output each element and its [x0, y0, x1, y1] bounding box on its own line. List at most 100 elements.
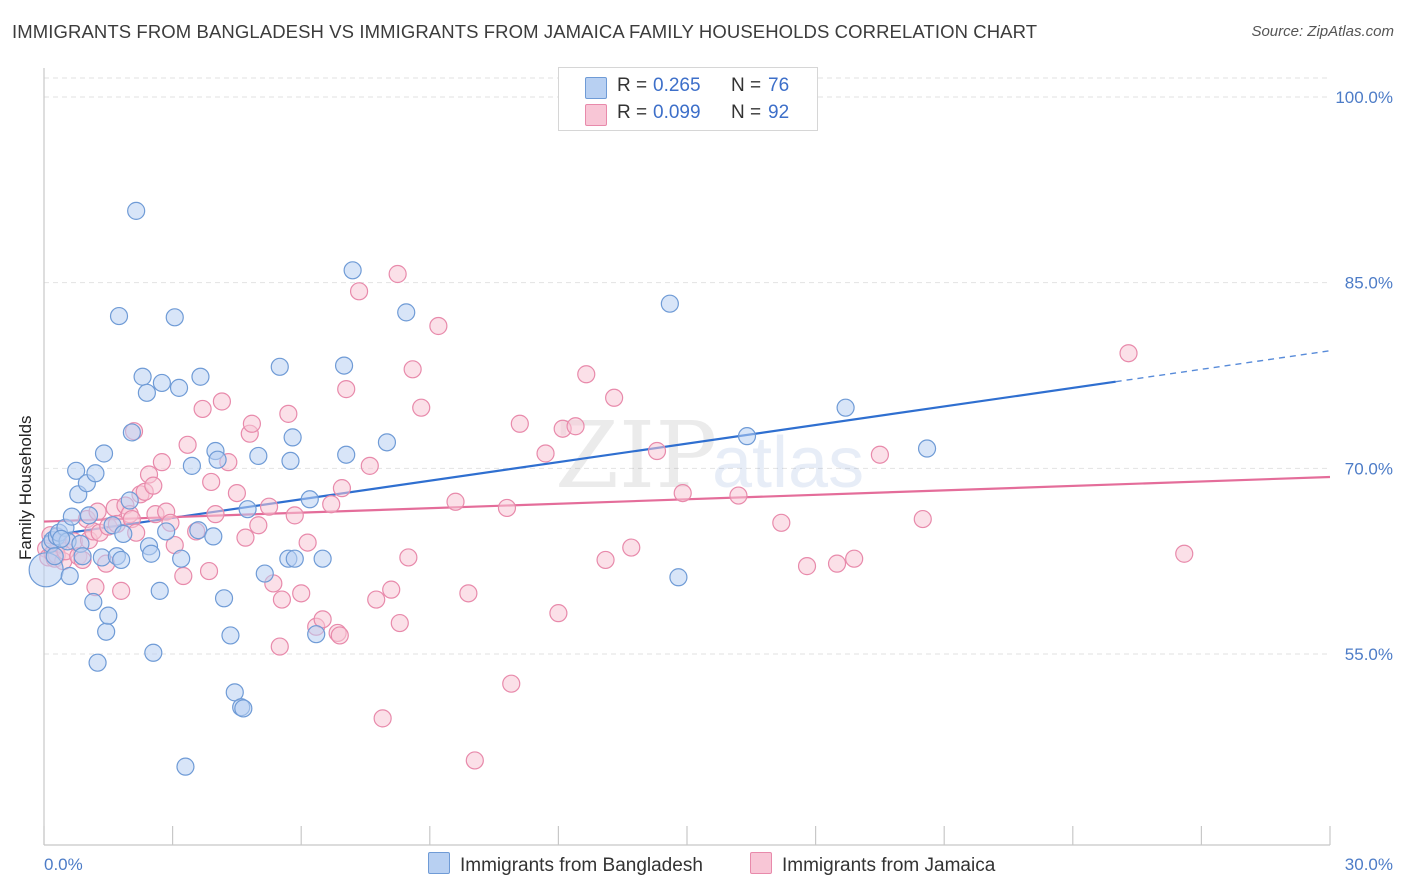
- point-jamaica: [360, 456, 379, 475]
- point-jamaica: [337, 380, 356, 399]
- point-jamaica: [390, 613, 409, 633]
- point-jamaica: [549, 604, 568, 623]
- point-bangladesh: [238, 500, 257, 519]
- point-bangladesh: [92, 548, 111, 567]
- series-name-jamaica: Immigrants from Jamaica: [782, 855, 996, 876]
- point-bangladesh: [99, 606, 118, 625]
- y-tick-label: 85.0%: [1345, 274, 1393, 293]
- legend-n-label: N =: [731, 75, 762, 96]
- point-bangladesh: [67, 461, 86, 480]
- point-jamaica: [1119, 344, 1138, 363]
- gridlines: [44, 77, 1330, 655]
- chart-title: IMMIGRANTS FROM BANGLADESH VS IMMIGRANTS…: [12, 21, 1038, 42]
- legend-r-value: 0.099: [653, 102, 701, 123]
- point-bangladesh: [737, 427, 757, 446]
- point-bangladesh: [120, 491, 139, 510]
- point-bangladesh: [182, 456, 201, 475]
- point-bangladesh: [660, 294, 679, 313]
- point-jamaica: [292, 584, 311, 603]
- point-jamaica: [152, 453, 171, 472]
- point-jamaica: [446, 492, 465, 511]
- legend-r-label: R =: [617, 75, 648, 96]
- point-bangladesh: [397, 303, 416, 322]
- point-bangladesh: [172, 549, 191, 568]
- point-bangladesh: [285, 549, 304, 568]
- point-jamaica: [212, 392, 231, 411]
- point-jamaica: [202, 472, 221, 492]
- point-jamaica: [729, 486, 748, 505]
- point-bangladesh: [208, 450, 227, 469]
- series-legend-jamaica[interactable]: Immigrants from Jamaica: [750, 852, 995, 877]
- point-jamaica: [373, 709, 392, 728]
- point-bangladesh: [122, 423, 141, 442]
- legend-r-value: 0.265: [653, 75, 701, 96]
- point-jamaica: [566, 417, 585, 436]
- point-jamaica: [332, 479, 352, 498]
- point-bangladesh: [88, 653, 107, 672]
- point-bangladesh: [281, 451, 300, 471]
- point-bangladesh: [86, 464, 105, 483]
- point-jamaica: [285, 506, 304, 525]
- axes: [43, 68, 1331, 846]
- point-jamaica: [605, 388, 624, 407]
- legend-swatch-blue: [585, 77, 607, 99]
- point-jamaica: [270, 637, 289, 656]
- point-jamaica: [199, 561, 219, 581]
- y-tick-label: 55.0%: [1345, 645, 1393, 664]
- point-bangladesh: [255, 564, 274, 583]
- point-jamaica: [206, 505, 225, 524]
- point-jamaica: [827, 554, 847, 573]
- point-bangladesh: [62, 507, 81, 526]
- point-bangladesh: [249, 446, 268, 466]
- point-bangladesh: [313, 549, 332, 568]
- point-bangladesh: [94, 444, 114, 463]
- point-jamaica: [596, 550, 615, 570]
- point-jamaica: [510, 414, 529, 433]
- point-bangladesh: [337, 445, 356, 464]
- point-bangladesh: [283, 428, 302, 447]
- legend-swatch-pink: [585, 104, 607, 126]
- point-bangladesh: [836, 398, 855, 417]
- legend-r-label: R =: [617, 102, 648, 123]
- point-jamaica: [227, 483, 246, 503]
- correlation-legend: R = 0.265 N = 76 R = 0.099 N = 92: [558, 67, 818, 131]
- point-jamaica: [193, 399, 212, 419]
- point-jamaica: [647, 441, 667, 461]
- point-bangladesh: [191, 367, 210, 386]
- point-bangladesh: [176, 757, 195, 776]
- point-jamaica: [86, 578, 105, 597]
- point-jamaica: [112, 581, 131, 600]
- point-bangladesh: [169, 378, 189, 397]
- point-jamaica: [845, 549, 864, 568]
- point-jamaica: [382, 580, 401, 599]
- point-jamaica: [459, 584, 478, 603]
- point-jamaica: [322, 495, 341, 514]
- point-jamaica: [399, 548, 418, 567]
- point-jamaica: [367, 590, 386, 609]
- point-bangladesh: [669, 568, 688, 587]
- point-jamaica: [259, 497, 279, 516]
- y-tick-label: 70.0%: [1345, 459, 1393, 478]
- point-bangladesh: [152, 373, 171, 393]
- point-bangladesh: [73, 547, 92, 566]
- point-jamaica: [797, 557, 817, 576]
- point-jamaica: [236, 528, 255, 547]
- point-jamaica: [403, 360, 422, 379]
- x-tick-label-min: 0.0%: [44, 855, 83, 874]
- data-points: [28, 201, 1194, 776]
- point-bangladesh: [300, 490, 319, 509]
- point-bangladesh: [114, 524, 133, 544]
- point-bangladesh: [157, 522, 176, 541]
- point-jamaica: [429, 316, 448, 336]
- trend-line-bangladesh-extension: [1115, 350, 1331, 383]
- point-bangladesh: [60, 566, 79, 586]
- point-bangladesh: [137, 383, 156, 402]
- point-bangladesh: [234, 699, 253, 718]
- point-jamaica: [242, 414, 262, 433]
- x-tick-label-max: 30.0%: [1345, 855, 1393, 874]
- legend-n-value: 92: [768, 102, 790, 123]
- point-jamaica: [412, 398, 431, 417]
- series-legend-bangladesh[interactable]: Immigrants from Bangladesh: [428, 852, 703, 877]
- y-tick-label: 100.0%: [1335, 88, 1393, 107]
